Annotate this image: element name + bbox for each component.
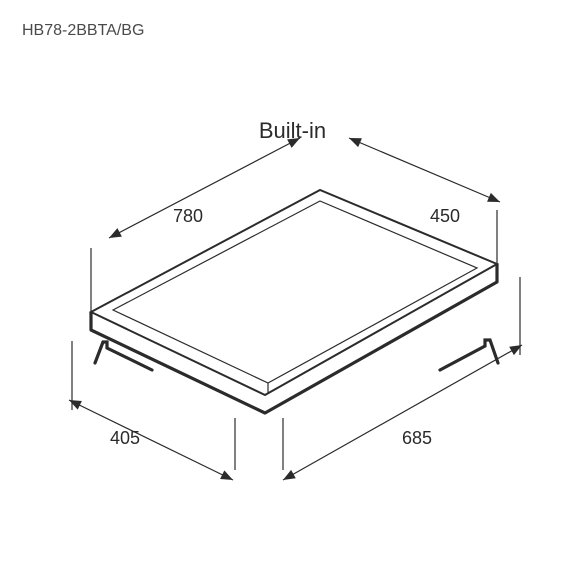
dim-label-780: 780: [173, 206, 203, 227]
dim-label-450: 450: [430, 206, 460, 227]
dim-arrow-780: [109, 138, 300, 238]
dim-arrow-450: [349, 138, 500, 202]
dim-label-685: 685: [402, 428, 432, 449]
dim-arrow-405: [69, 400, 233, 480]
dim-label-405: 405: [110, 428, 140, 449]
dimension-diagram: [0, 0, 585, 564]
